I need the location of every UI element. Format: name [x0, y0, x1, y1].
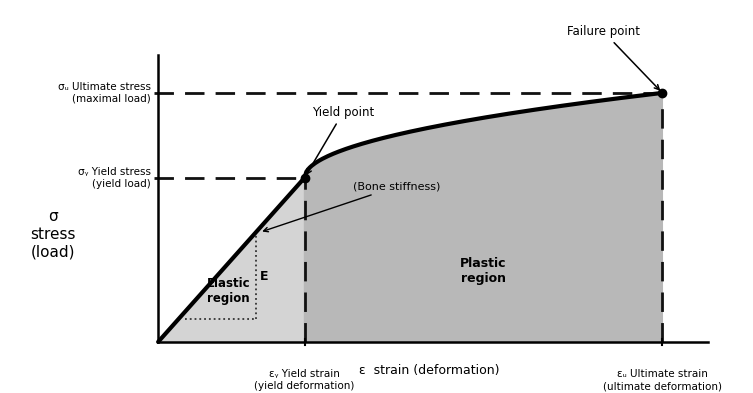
- Text: ε  strain (deformation): ε strain (deformation): [359, 364, 499, 376]
- Text: Elastic
region: Elastic region: [206, 277, 250, 305]
- Text: σᵤ Ultimate stress
(maximal load): σᵤ Ultimate stress (maximal load): [57, 82, 151, 104]
- Text: E: E: [260, 270, 268, 283]
- Polygon shape: [304, 93, 663, 342]
- Text: Yield point: Yield point: [306, 106, 374, 174]
- Text: Failure point: Failure point: [567, 25, 659, 90]
- Text: Plastic
region: Plastic region: [460, 257, 507, 285]
- Text: (Bone stiffness): (Bone stiffness): [264, 181, 441, 232]
- Text: εᵧ Yield strain
(yield deformation): εᵧ Yield strain (yield deformation): [255, 369, 355, 391]
- Text: σᵧ Yield stress
(yield load): σᵧ Yield stress (yield load): [78, 167, 151, 189]
- Text: εᵤ Ultimate strain
(ultimate deformation): εᵤ Ultimate strain (ultimate deformation…: [603, 369, 722, 391]
- Polygon shape: [158, 178, 304, 342]
- Text: σ
stress
(load): σ stress (load): [30, 209, 75, 259]
